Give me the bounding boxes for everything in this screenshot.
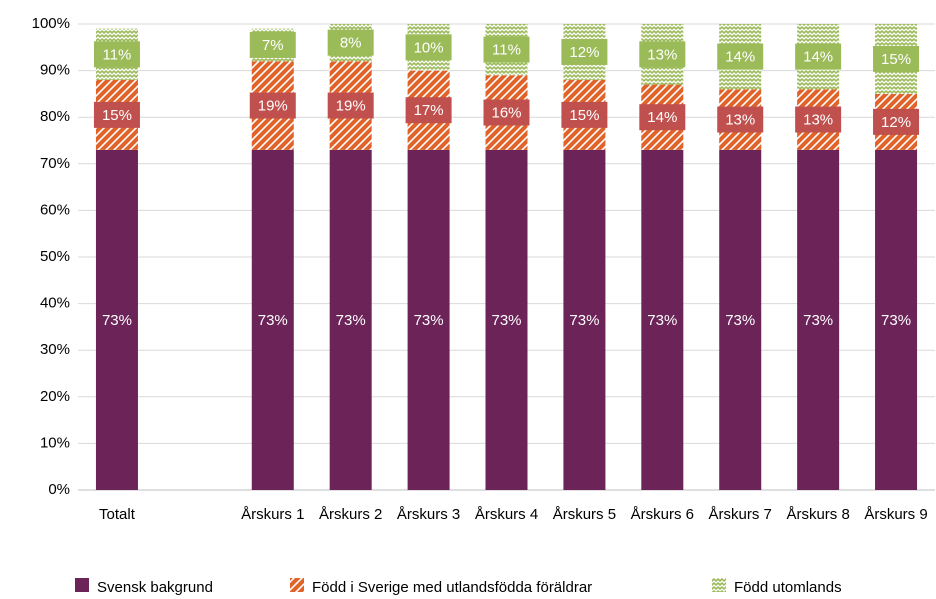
bar-segment: [329, 149, 372, 490]
data-label: 19%: [336, 98, 366, 115]
data-label: 13%: [647, 46, 677, 63]
x-tick-label: Årskurs 1: [241, 506, 305, 523]
x-tick-label: Årskurs 5: [552, 506, 617, 523]
data-label-box: [327, 29, 374, 56]
legend-label: Född utomlands: [734, 579, 842, 596]
x-tick-label: Årskurs 9: [864, 506, 928, 523]
data-label: 73%: [491, 312, 521, 329]
data-label: 19%: [258, 98, 288, 115]
y-tick-label: 100%: [32, 15, 70, 32]
bar-segment: [407, 149, 450, 490]
legend-label: Född i Sverige med utlandsfödda föräldra…: [312, 579, 592, 596]
data-label: 73%: [725, 312, 755, 329]
bar-segment: [95, 149, 138, 490]
x-tick-label: Årskurs 3: [396, 506, 461, 523]
y-tick-label: 80%: [40, 108, 70, 125]
data-label: 73%: [569, 312, 599, 329]
data-label-box: [561, 38, 608, 65]
data-label-box: [873, 45, 920, 72]
data-label-box: [249, 31, 296, 58]
data-label: 73%: [336, 312, 366, 329]
bar-segment: [797, 149, 840, 490]
x-tick-label: Totalt: [99, 506, 135, 523]
y-tick-label: 90%: [40, 62, 70, 79]
data-label: 11%: [102, 46, 131, 63]
data-label-box: [639, 41, 686, 68]
data-label: 12%: [569, 44, 599, 61]
x-tick-label: Årskurs 4: [474, 506, 539, 523]
y-tick-label: 40%: [40, 295, 70, 312]
bar-segment: [875, 149, 918, 490]
data-label: 10%: [414, 39, 444, 56]
data-label: 73%: [803, 312, 833, 329]
bar-segment: [563, 149, 606, 490]
bar-segment: [641, 149, 684, 490]
data-label: 17%: [414, 102, 444, 119]
data-label-box: [717, 43, 764, 70]
legend-label: Svensk bakgrund: [97, 579, 213, 596]
data-label-box: [561, 101, 608, 128]
data-label-box: [873, 108, 920, 135]
data-label: 12%: [881, 114, 911, 131]
data-label: 73%: [414, 312, 444, 329]
data-label: 15%: [569, 107, 599, 124]
data-label: 73%: [258, 312, 288, 329]
data-label: 73%: [102, 312, 132, 329]
bar-segment: [485, 149, 528, 490]
data-label: 15%: [881, 51, 911, 68]
data-label-box: [405, 97, 452, 124]
data-label-box: [483, 36, 530, 63]
data-label: 14%: [725, 49, 755, 66]
data-label-box: [93, 101, 140, 128]
data-label-box: [249, 92, 296, 119]
data-label: 73%: [647, 312, 677, 329]
data-label: 13%: [803, 111, 833, 128]
y-tick-label: 50%: [40, 248, 70, 265]
y-tick-label: 0%: [48, 481, 70, 498]
legend-swatch: [75, 578, 89, 592]
data-label: 13%: [725, 111, 755, 128]
bar-segment: [251, 149, 294, 490]
data-label: 8%: [340, 35, 362, 52]
x-tick-label: Årskurs 2: [318, 506, 383, 523]
x-tick-label: Årskurs 8: [786, 506, 850, 523]
data-label-box: [327, 92, 374, 119]
y-tick-label: 20%: [40, 388, 70, 405]
data-label-box: [717, 106, 764, 133]
data-label: 16%: [491, 105, 521, 122]
y-tick-label: 30%: [40, 341, 70, 358]
y-tick-label: 10%: [40, 434, 70, 451]
data-label: 7%: [262, 37, 284, 54]
x-tick-label: Årskurs 6: [630, 506, 694, 523]
data-label-box: [795, 106, 842, 133]
data-label: 11%: [492, 42, 521, 59]
legend-swatch: [290, 578, 304, 592]
data-label: 14%: [803, 49, 833, 66]
data-label-box: [795, 43, 842, 70]
legend-swatch: [712, 578, 726, 592]
data-label: 15%: [102, 107, 132, 124]
y-tick-label: 60%: [40, 201, 70, 218]
y-tick-label: 70%: [40, 155, 70, 172]
data-label-box: [93, 41, 140, 68]
x-tick-label: Årskurs 7: [708, 506, 772, 523]
data-label: 73%: [881, 312, 911, 329]
data-label-box: [483, 99, 530, 126]
data-label: 14%: [647, 109, 677, 126]
bar-segment: [719, 149, 762, 490]
data-label-box: [639, 104, 686, 131]
data-label-box: [405, 34, 452, 61]
